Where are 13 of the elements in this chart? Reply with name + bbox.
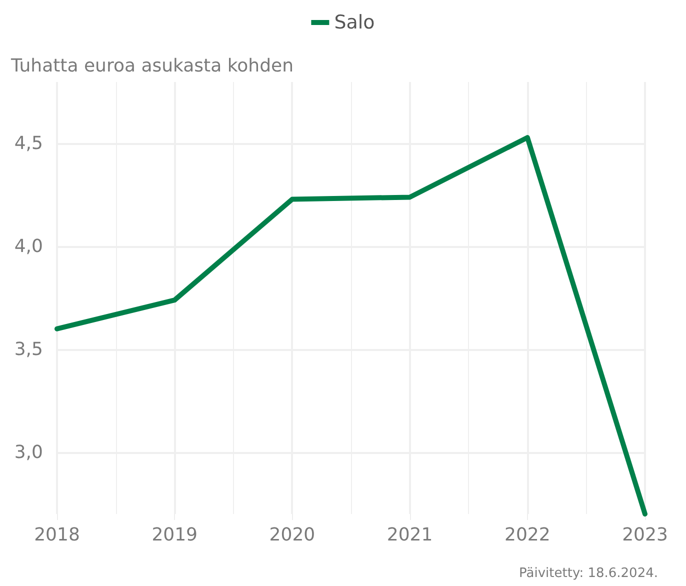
x-tick-label: 2021 — [386, 524, 433, 546]
y-tick-label: 4,5 — [14, 133, 43, 154]
y-tick-label: 3,5 — [14, 338, 43, 360]
x-tick-label: 2022 — [504, 524, 550, 546]
y-axis-title: Tuhatta euroa asukasta kohden — [10, 56, 294, 76]
text: Päivitetty: 18.6.2024. — [519, 566, 658, 581]
x-tick-label: 2019 — [152, 524, 198, 546]
x-tick-label: 2018 — [34, 524, 80, 546]
y-tick-label: 3,0 — [14, 442, 43, 463]
y-tick-label: 4,0 — [14, 236, 43, 258]
legend-label: Salo — [334, 12, 375, 34]
x-tick-label: 2020 — [269, 524, 316, 546]
x-tick-label: 2023 — [622, 524, 668, 546]
